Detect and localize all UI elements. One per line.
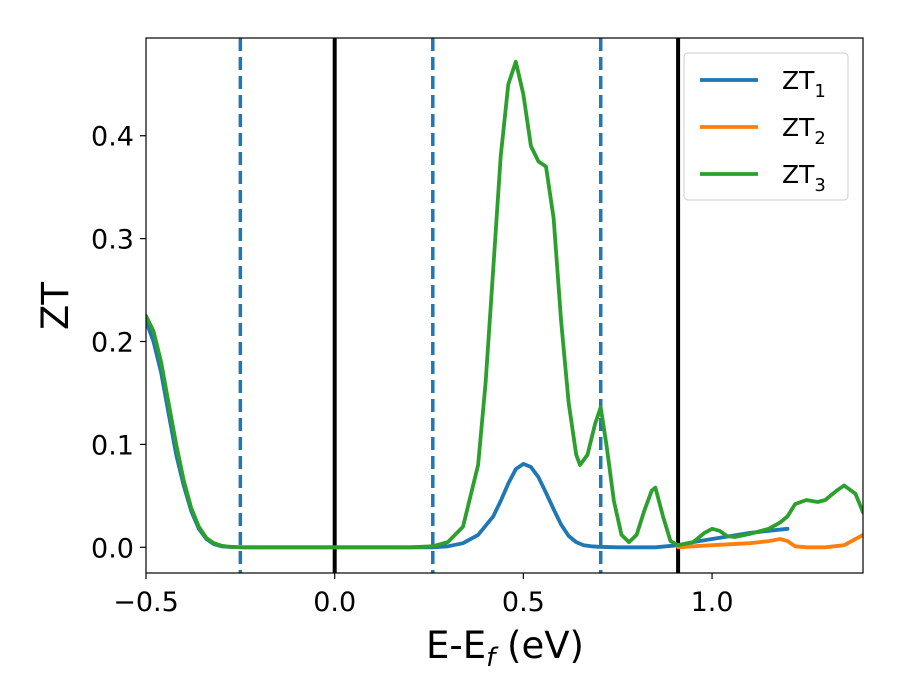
y-axis-title: ZT [34,282,77,330]
y-tick-label: 0.4 [91,122,134,153]
series-line-zt2 [676,533,863,550]
legend-label-zt3: ZT3 [782,160,826,196]
plot-frame [145,37,864,574]
x-axis-title: E-Ef (eV) [426,624,584,673]
y-axis-ticks: 0.0 0.1 0.2 0.3 0.4 [91,122,146,564]
y-tick-label: 0.0 [91,533,134,564]
x-tick-label: 0.5 [502,587,545,618]
legend-label-zt2: ZT2 [782,113,826,149]
series-line-zt3 [146,59,863,550]
y-tick-label: 0.3 [91,225,134,256]
x-tick-label: 1.0 [691,587,734,618]
vertical-reference-lines [238,38,681,573]
x-tick-label: −0.5 [113,587,179,618]
legend: ZT1 ZT2 ZT3 [683,52,849,201]
legend-box [683,52,849,201]
y-tick-label: 0.1 [91,430,134,461]
x-tick-label: 0.0 [313,587,356,618]
legend-label-zt1: ZT1 [782,66,826,102]
x-axis-ticks: −0.5 0.0 0.5 1.0 [113,573,734,618]
y-tick-label: 0.2 [91,328,134,359]
series-layer [146,59,863,550]
